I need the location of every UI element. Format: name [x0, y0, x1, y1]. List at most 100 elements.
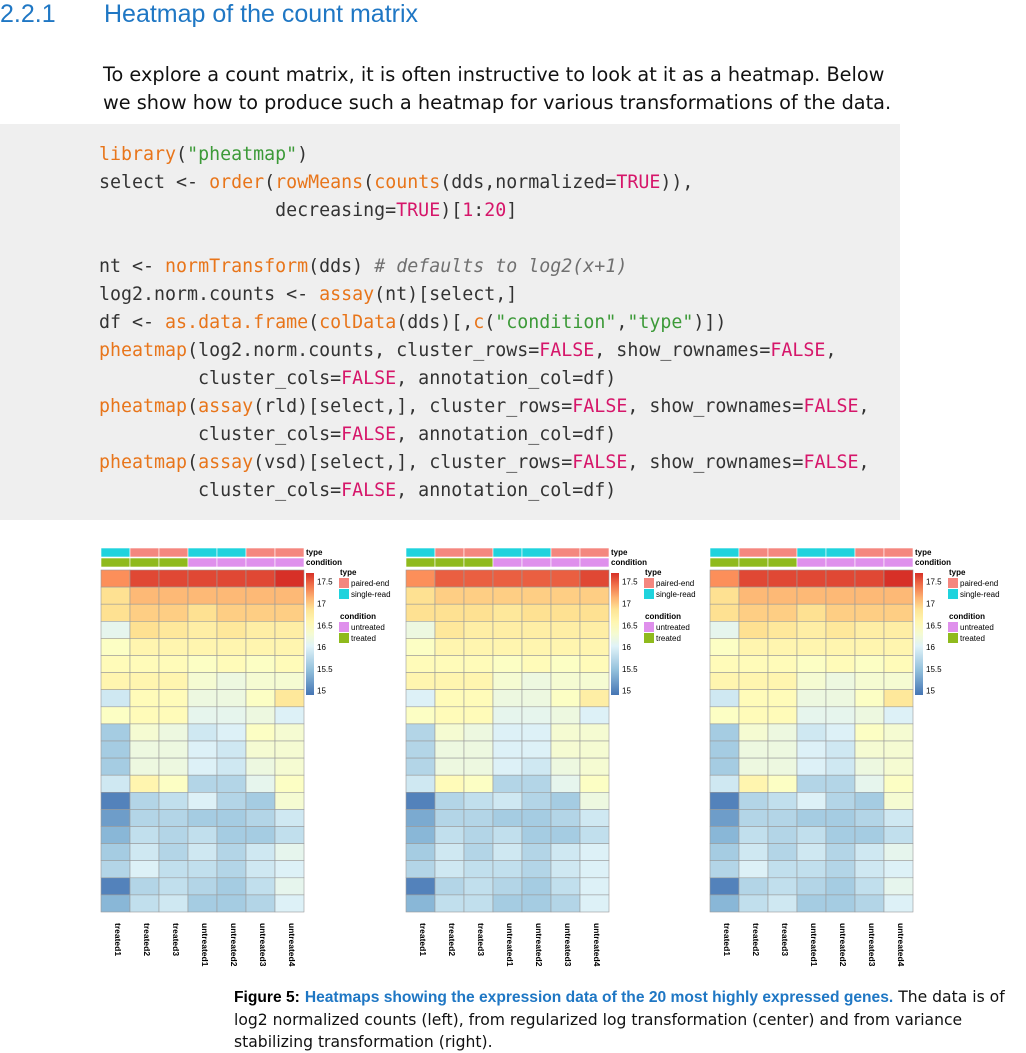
heatmap-cell: [579, 774, 610, 793]
column-label: treated3: [169, 923, 183, 971]
heatmap-cell: [434, 638, 465, 656]
heatmap-cell: [274, 774, 305, 793]
heatmap-cell: [245, 809, 276, 827]
heatmap-cell: [825, 877, 856, 896]
heatmap-cell: [796, 826, 827, 844]
section-title: Heatmap of the count matrix: [104, 0, 419, 28]
heatmap-cell: [709, 689, 740, 708]
legend-type-swatch: [948, 578, 958, 588]
heatmap-cell: [100, 638, 131, 656]
heatmap-cell: [825, 706, 856, 725]
heatmap-cell: [738, 638, 769, 656]
legend-condition-label: treated: [656, 634, 681, 643]
heatmap-cell: [709, 672, 740, 690]
color-scale-tick: 16.5: [926, 621, 942, 630]
heatmap-cell: [825, 809, 856, 827]
code-token: (: [264, 172, 276, 193]
heatmap-cell: [492, 621, 523, 639]
heatmap-cell: [129, 877, 160, 896]
code-token: counts: [374, 172, 441, 193]
heatmap-cell: [854, 809, 885, 827]
heatmap-cell: [883, 569, 914, 588]
heatmap-cell: [738, 603, 769, 622]
heatmap-cell: [434, 740, 465, 759]
heatmap-cell: [405, 877, 436, 896]
legend-condition-title: condition: [645, 612, 681, 621]
heatmap-cell: [883, 689, 914, 708]
legend-type-label: paired-end: [351, 579, 389, 588]
heatmap-cell: [158, 603, 189, 622]
heatmap-cell: [738, 826, 769, 844]
column-label: treated3: [778, 923, 792, 971]
heatmap-cell: [187, 621, 218, 639]
heatmap-cell: [158, 689, 189, 708]
heatmap-cell: [129, 843, 160, 862]
annotation-type-cell: [521, 547, 552, 558]
legend-condition-title: condition: [949, 612, 985, 621]
heatmap-cell: [405, 843, 436, 862]
heatmap-cell: [405, 638, 436, 656]
heatmap-cell: [492, 672, 523, 690]
code-token: 20: [484, 200, 507, 221]
annotation-type-cell: [158, 547, 189, 558]
heatmap-cell: [216, 569, 247, 588]
heatmap-cell: [709, 792, 740, 810]
heatmap-cell: [767, 894, 798, 913]
heatmap-cell: [825, 655, 856, 673]
heatmap-cell: [492, 843, 523, 862]
annotation-condition-cell: [550, 557, 581, 568]
heatmap-cell: [854, 877, 885, 896]
heatmap-cell: [579, 723, 610, 742]
heatmap-cell: [245, 774, 276, 793]
heatmap-cell: [738, 621, 769, 639]
code-token: (: [484, 312, 496, 333]
heatmap-cell: [492, 826, 523, 844]
heatmap-cell: [405, 809, 436, 827]
annotation-type-label: type: [915, 548, 932, 557]
heatmap-cell: [767, 809, 798, 827]
column-label-text: untreated4: [591, 923, 602, 967]
heatmap-left: type condition 17.5 17 16.5 16 15.5 15 type paire…: [100, 545, 400, 966]
heatmap-cell: [550, 603, 581, 622]
code-token: "type": [627, 312, 694, 333]
code-token: "pheatmap": [187, 144, 298, 165]
code-token: ): [297, 144, 309, 165]
color-scale-tick: 16.5: [622, 621, 638, 630]
heatmap-cell: [274, 706, 305, 725]
heatmap-cell: [738, 894, 769, 913]
heatmap-cell: [738, 843, 769, 862]
heatmap-cell: [274, 740, 305, 759]
heatmap-cell: [492, 586, 523, 605]
heatmap-cell: [434, 723, 465, 742]
heatmap-cell: [579, 894, 610, 913]
heatmap-cell: [245, 569, 276, 588]
figure-caption: Figure 5: Heatmaps showing the expressio…: [234, 986, 1024, 1053]
heatmap-cell: [158, 792, 189, 810]
heatmap-cell: [767, 689, 798, 708]
heatmap-cell: [463, 586, 494, 605]
heatmap-cell: [883, 655, 914, 673]
code-token: , annotation_col=df): [396, 368, 617, 389]
heatmap-cell: [434, 655, 465, 673]
heatmap-cell: [709, 638, 740, 656]
heatmap-cell: [158, 706, 189, 725]
heatmap-cell: [129, 860, 160, 879]
legend-condition-swatch: [339, 633, 349, 643]
heatmap-cell: [825, 603, 856, 622]
code-token: pheatmap: [99, 340, 188, 361]
heatmap-cell: [767, 672, 798, 690]
annotation-type-cell: [187, 547, 218, 558]
heatmap-cell: [274, 672, 305, 690]
heatmap-cell: [216, 689, 247, 708]
heatmap-cell: [434, 706, 465, 725]
heatmap-cell: [405, 740, 436, 759]
annotation-type-cell: [100, 547, 131, 558]
heatmap-cell: [463, 774, 494, 793]
code-token: ,: [825, 340, 837, 361]
heatmap-cell: [245, 655, 276, 673]
heatmap-cell: [274, 826, 305, 844]
heatmap-cell: [463, 877, 494, 896]
heatmap-cell: [767, 792, 798, 810]
heatmap-cell: [883, 638, 914, 656]
heatmap-cell: [434, 603, 465, 622]
